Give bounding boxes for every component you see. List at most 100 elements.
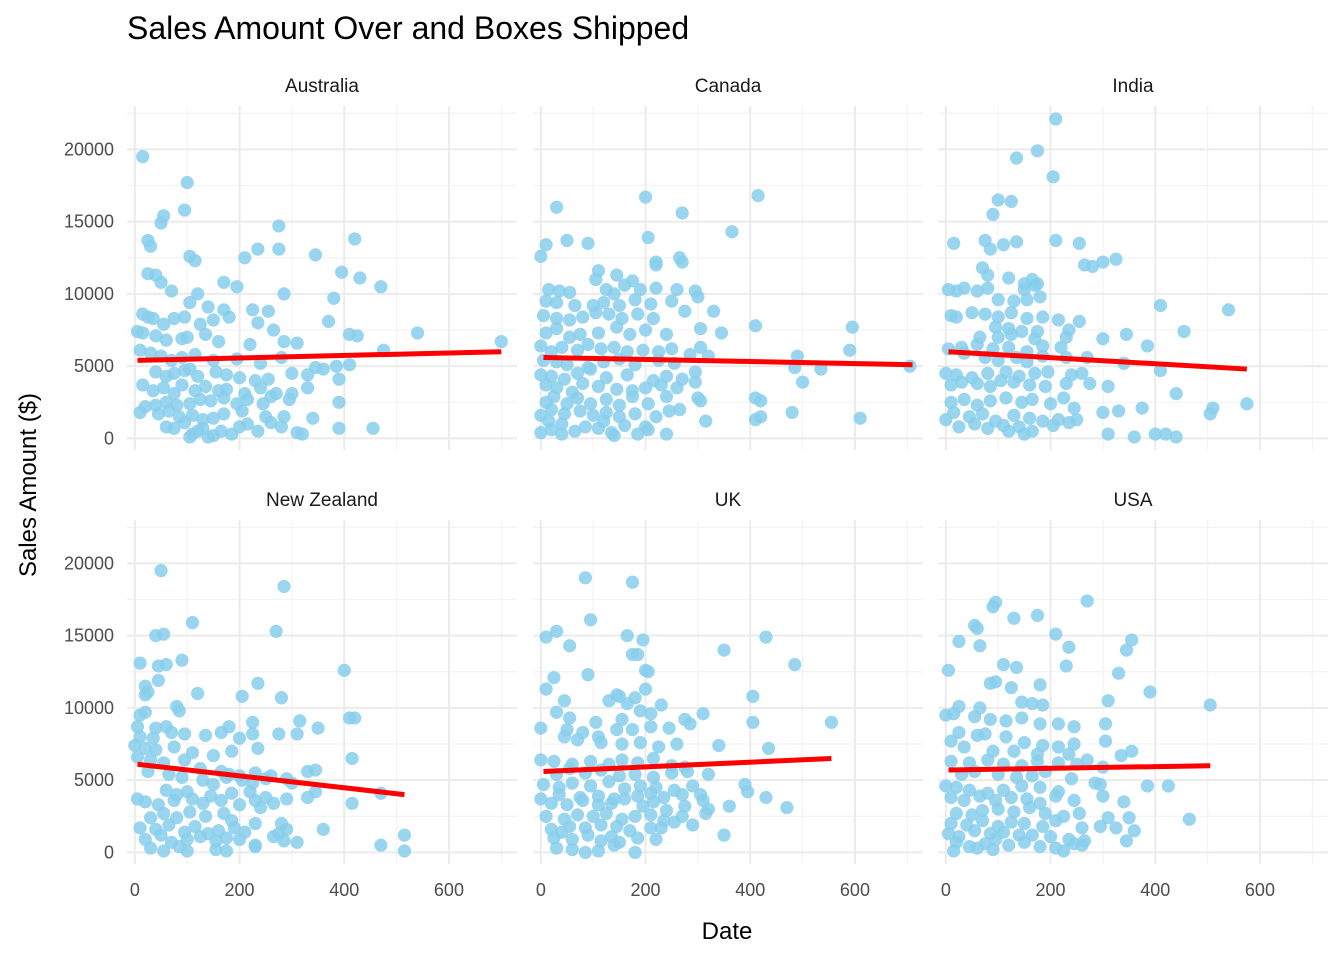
data-point <box>1004 790 1018 805</box>
data-point <box>167 366 181 380</box>
data-point <box>999 730 1013 744</box>
data-point <box>209 365 223 379</box>
data-point <box>1098 717 1113 731</box>
data-point <box>589 272 603 287</box>
data-point <box>646 770 661 784</box>
data-point <box>628 293 642 307</box>
data-point <box>534 249 548 263</box>
data-point <box>256 397 270 411</box>
data-point <box>649 410 663 424</box>
data-point <box>597 295 611 310</box>
y-tick-label: 10000 <box>64 698 114 718</box>
data-point <box>1002 340 1016 354</box>
x-tick-label: 0 <box>130 880 140 900</box>
data-point <box>644 720 658 734</box>
data-point <box>277 334 291 349</box>
data-point <box>751 189 765 203</box>
data-point <box>1143 685 1157 699</box>
data-point <box>970 284 984 298</box>
data-point <box>1043 397 1058 411</box>
facet-panel-new-zealand: New Zealand 0 5000 10000 15000 20000 0 200 400 60… <box>64 490 517 900</box>
data-point <box>290 835 304 849</box>
data-point <box>130 720 145 734</box>
data-point <box>785 405 799 420</box>
data-point <box>1101 811 1115 825</box>
data-point <box>269 387 283 401</box>
data-point <box>251 424 265 438</box>
data-point <box>949 780 963 794</box>
data-point <box>999 391 1013 405</box>
data-point <box>555 825 569 839</box>
data-point <box>183 295 197 310</box>
data-point <box>678 799 692 813</box>
trend-line <box>948 763 1211 773</box>
data-point <box>599 806 613 821</box>
data-point <box>1098 734 1113 748</box>
data-point <box>944 754 958 768</box>
data-point <box>154 828 168 842</box>
data-point <box>277 579 291 594</box>
data-point <box>177 753 192 767</box>
data-point <box>217 407 231 421</box>
data-point <box>570 391 585 405</box>
data-point <box>581 828 595 842</box>
data-point <box>534 753 548 767</box>
data-point <box>149 365 163 379</box>
data-point <box>1043 829 1058 844</box>
data-point <box>251 741 265 755</box>
data-point <box>251 242 265 256</box>
data-point <box>970 337 984 352</box>
data-point <box>204 394 218 408</box>
data-point <box>944 395 958 409</box>
data-point <box>610 722 624 737</box>
data-point <box>1119 327 1134 341</box>
data-point <box>986 207 1000 222</box>
data-point <box>209 842 223 857</box>
data-point <box>149 743 163 757</box>
data-point <box>539 238 553 252</box>
data-point <box>1025 696 1039 711</box>
data-point <box>277 834 291 848</box>
data-point <box>625 722 640 737</box>
data-point <box>788 657 802 672</box>
data-point <box>235 404 249 418</box>
trend-line <box>543 354 913 368</box>
data-point <box>678 304 692 318</box>
data-point <box>814 362 828 376</box>
data-point <box>1004 327 1018 341</box>
data-point <box>665 294 679 308</box>
data-point <box>1070 413 1084 427</box>
data-point <box>754 410 768 424</box>
data-point <box>539 630 553 644</box>
data-point <box>280 822 294 836</box>
data-point <box>1051 717 1066 731</box>
data-point <box>1072 806 1086 821</box>
data-point <box>578 845 592 860</box>
data-point <box>1075 821 1089 835</box>
data-point <box>1025 769 1039 783</box>
x-tick-label: 0 <box>536 880 546 900</box>
data-point <box>193 392 207 407</box>
data-point <box>638 190 653 204</box>
data-point <box>568 298 582 313</box>
data-point <box>1030 144 1045 158</box>
data-point <box>620 629 634 643</box>
data-point <box>332 372 346 386</box>
data-point <box>1015 324 1029 339</box>
data-point <box>164 725 179 740</box>
data-point <box>1153 363 1168 378</box>
data-point <box>177 415 192 430</box>
data-point <box>583 613 598 627</box>
data-point <box>225 786 239 800</box>
data-point <box>610 819 624 834</box>
data-point <box>1051 740 1066 754</box>
data-point <box>549 624 564 638</box>
data-point <box>824 715 838 729</box>
data-point <box>494 334 508 349</box>
data-point <box>693 321 708 336</box>
data-point <box>941 827 956 841</box>
data-point <box>1028 366 1042 380</box>
data-point <box>316 362 330 376</box>
data-point <box>1112 404 1126 418</box>
data-point <box>175 770 189 784</box>
